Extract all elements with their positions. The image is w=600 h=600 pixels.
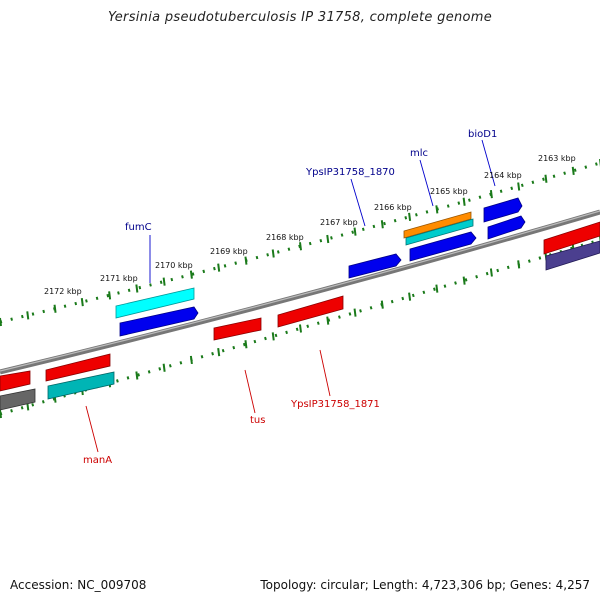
YpsIP31758_1871-leader [319, 349, 331, 397]
tick-label-2172: 2172 kbp [44, 287, 82, 296]
upper-major-tick [435, 205, 439, 214]
feature-fumC-cds[interactable] [119, 306, 199, 337]
mlc-leader [419, 159, 434, 207]
tick-label-2167: 2167 kbp [320, 218, 358, 227]
upper-major-tick [299, 242, 302, 251]
feature-tus-cds[interactable] [213, 317, 262, 341]
tick-label-2165: 2165 kbp [430, 187, 468, 196]
lower-major-tick [0, 409, 2, 419]
gene-label-YpsIP31758_1870[interactable]: YpsIP31758_1870 [305, 167, 395, 178]
upper-major-tick [217, 263, 221, 272]
genome-backbone [0, 209, 600, 375]
feature-YpsIP31758_1870-cds[interactable] [348, 253, 402, 279]
lower-major-tick [462, 276, 466, 285]
feature-YpsIP31758_1871-cds[interactable] [277, 295, 344, 328]
upper-major-tick [408, 212, 412, 221]
manA-leader [85, 405, 99, 453]
upper-major-tick [0, 317, 2, 327]
upper-major-tick [162, 277, 166, 286]
lower-major-tick [435, 284, 439, 293]
upper-major-tick [489, 190, 493, 199]
gene-label-bioD1[interactable]: bioD1 [468, 129, 497, 140]
upper-major-tick [326, 234, 330, 244]
feature-bioD1-cds[interactable] [487, 215, 526, 240]
feature-manA-misc[interactable] [47, 371, 115, 400]
lower-major-tick [489, 268, 493, 277]
feature-right-purple[interactable] [545, 240, 600, 271]
lower-major-tick [380, 300, 384, 309]
accession-text: Accession: NC_009708 [10, 578, 147, 592]
feature-bioD1-gene[interactable] [483, 197, 523, 223]
upper-major-tick [135, 284, 139, 293]
upper-major-tick [462, 197, 466, 206]
gene-label-tus[interactable]: tus [250, 415, 265, 426]
feature-mlc-misc[interactable] [405, 218, 474, 246]
tick-label-2169: 2169 kbp [210, 247, 248, 256]
upper-major-tick [271, 249, 275, 258]
feature-left-grey[interactable] [0, 388, 36, 411]
upper-major-tick [353, 227, 357, 236]
lower-major-tick [517, 260, 521, 269]
feature-right-red[interactable] [543, 221, 600, 255]
tick-label-2164: 2164 kbp [484, 171, 522, 180]
YpsIP31758_1870-leader [350, 178, 366, 227]
upper-major-tick [53, 304, 57, 313]
gene-label-fumC[interactable]: fumC [125, 222, 152, 233]
feature-fumC-gene[interactable] [115, 287, 195, 319]
tick-label-2170: 2170 kbp [155, 261, 193, 270]
lower-major-tick [162, 363, 166, 372]
lower-major-tick [189, 355, 193, 365]
gene-label-YpsIP31758_1871[interactable]: YpsIP31758_1871 [290, 399, 380, 410]
lower-major-tick [326, 316, 330, 325]
upper-major-ticks [0, 159, 600, 327]
topology-text: Topology: circular; Length: 4,723,306 bp… [260, 578, 590, 592]
upper-major-tick [26, 311, 30, 320]
lower-major-tick [271, 332, 275, 341]
lower-major-tick [299, 324, 302, 333]
lower-major-tick [217, 347, 221, 357]
tus-leader [244, 369, 256, 414]
feature-mlc-gene[interactable] [403, 211, 472, 239]
upper-major-tick [544, 174, 548, 183]
genome-backbone-highlight [0, 210, 600, 372]
feature-mlc-cds[interactable] [409, 231, 477, 262]
feature-left-red[interactable] [0, 370, 31, 392]
gene-label-manA[interactable]: manA [83, 455, 112, 466]
upper-major-tick [571, 166, 575, 176]
lower-major-tick [135, 371, 139, 380]
map-title: Yersinia pseudotuberculosis IP 31758, co… [107, 10, 493, 25]
lower-major-tick [408, 292, 412, 301]
upper-major-tick [380, 220, 384, 229]
upper-major-tick [108, 291, 112, 300]
upper-major-tick [517, 182, 521, 191]
upper-major-tick [189, 270, 193, 279]
tick-label-2168: 2168 kbp [266, 233, 304, 242]
tick-label-2163: 2163 kbp [538, 154, 576, 163]
feature-manA-gene[interactable] [45, 353, 111, 382]
lower-major-tick [244, 340, 248, 349]
lower-major-ticks [0, 236, 600, 419]
bioD1-leader [481, 139, 496, 187]
gene-label-mlc[interactable]: mlc [410, 148, 428, 159]
tick-label-2171: 2171 kbp [100, 274, 138, 283]
upper-major-tick [80, 297, 84, 307]
upper-major-tick [244, 256, 248, 265]
lower-major-tick [353, 308, 357, 317]
tick-label-2166: 2166 kbp [374, 203, 412, 212]
